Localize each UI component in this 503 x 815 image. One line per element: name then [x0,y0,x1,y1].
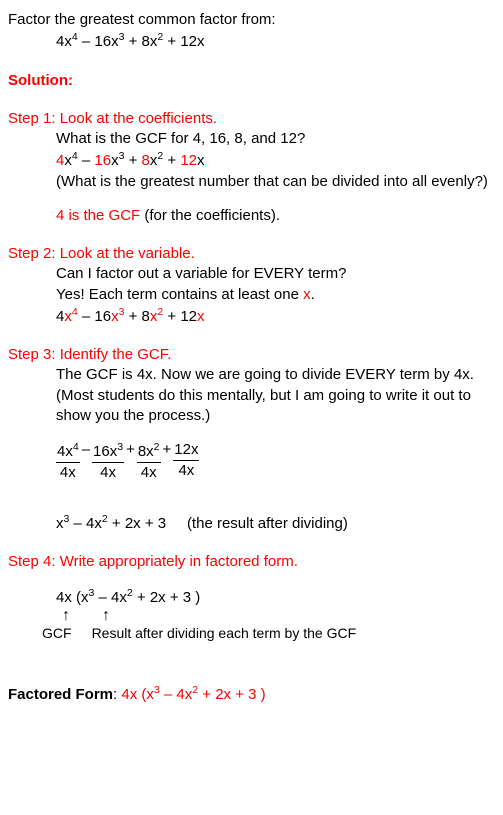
final-answer: Factored Form: 4x (x3 – 4x2 + 2x + 3 ) [8,683,495,705]
fraction-1: 4x4 4x [56,440,80,484]
step2-question: Can I factor out a variable for EVERY te… [56,264,495,284]
step4-arrows: ↑ ↑ [56,608,495,624]
fraction-2: 16x3 4x [92,440,124,484]
problem-expression: 4x4 – 16x3 + 8x2 + 12x [56,30,495,52]
step1-title: Step 1: Look at the coefficients. [8,109,495,129]
fraction-3: 8x2 4x [137,440,161,484]
step1-expression: 4x4 – 16x3 + 8x2 + 12x [56,149,495,171]
fraction-4: 12x 4x [173,440,199,484]
step4-labels: GCF Result after dividing each term by t… [42,624,495,643]
up-arrow-icon: ↑ [62,608,70,624]
result-label: Result after dividing each term by the G… [92,624,357,643]
step4-factored: 4x (x3 – 4x2 + 2x + 3 ) [56,586,495,608]
problem-prompt: Factor the greatest common factor from: [8,10,495,30]
up-arrow-icon: ↑ [102,608,110,624]
step1-question: What is the GCF for 4, 16, 8, and 12? [56,129,495,149]
solution-heading: Solution: [8,71,495,91]
step2-title: Step 2: Look at the variable. [8,244,495,264]
step1-hint: (What is the greatest number that can be… [56,172,495,192]
step1-answer: 4 is the GCF (for the coefficients). [56,206,495,226]
step2-answer: Yes! Each term contains at least one x. [56,285,495,305]
step3-result: x3 – 4x2 + 2x + 3 (the result after divi… [56,512,495,534]
step2-expression: 4x4 – 16x3 + 8x2 + 12x [56,305,495,327]
step3-paragraph: The GCF is 4x. Now we are going to divid… [56,365,495,426]
step3-title: Step 3: Identify the GCF. [8,345,495,365]
step3-fractions: 4x4 4x – 16x3 4x + 8x2 4x + 12x 4x [56,440,495,484]
step4-title: Step 4: Write appropriately in factored … [8,552,495,572]
gcf-label: GCF [42,624,72,643]
